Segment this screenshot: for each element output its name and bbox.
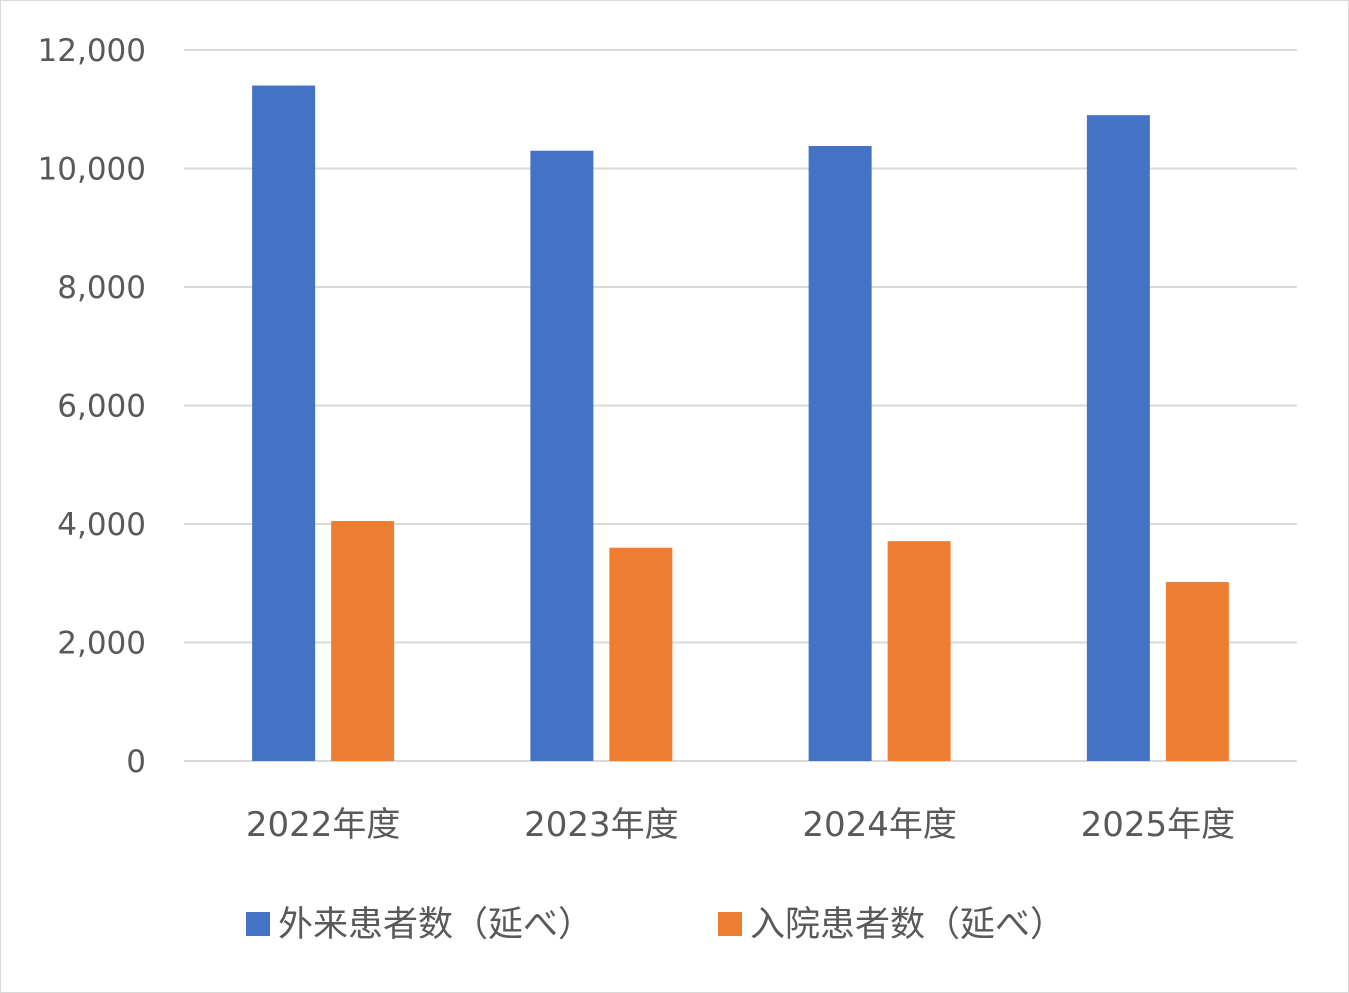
legend-swatch-1 [718,912,742,936]
bar-outpatient-0 [252,85,316,762]
y-tick-label-0: 0 [126,744,146,780]
bar-outpatient-3 [1086,115,1150,762]
y-tick-label-8000: 8,000 [57,270,146,306]
y-axis-tick-labels: 0 2,000 4,000 6,000 8,000 10,000 12,000 [38,33,146,780]
bar-inpatient-0 [331,521,395,761]
bar-inpatient-1 [609,547,673,761]
y-tick-label-4000: 4,000 [57,507,146,543]
x-axis-category-labels: 2022年度 2023年度 2024年度 2025年度 [246,805,1235,845]
x-category-label-3: 2025年度 [1081,805,1236,845]
legend-swatch-0 [246,912,270,936]
y-tick-label-10000: 10,000 [38,152,146,188]
x-category-label-0: 2022年度 [246,805,401,845]
legend: 外来患者数（延べ） 入院患者数（延べ） [246,905,1065,945]
bar-outpatient-1 [530,150,594,762]
x-category-label-1: 2023年度 [524,805,679,845]
bar-inpatient-2 [887,541,951,761]
bars [252,85,1229,762]
y-tick-label-12000: 12,000 [38,33,146,69]
legend-label-1: 入院患者数（延べ） [750,905,1065,945]
legend-label-0: 外来患者数（延べ） [278,905,593,945]
x-category-label-2: 2024年度 [802,805,957,845]
bar-outpatient-2 [808,145,872,762]
y-tick-label-6000: 6,000 [57,389,146,425]
bar-inpatient-3 [1165,582,1229,761]
y-tick-label-2000: 2,000 [57,626,146,662]
